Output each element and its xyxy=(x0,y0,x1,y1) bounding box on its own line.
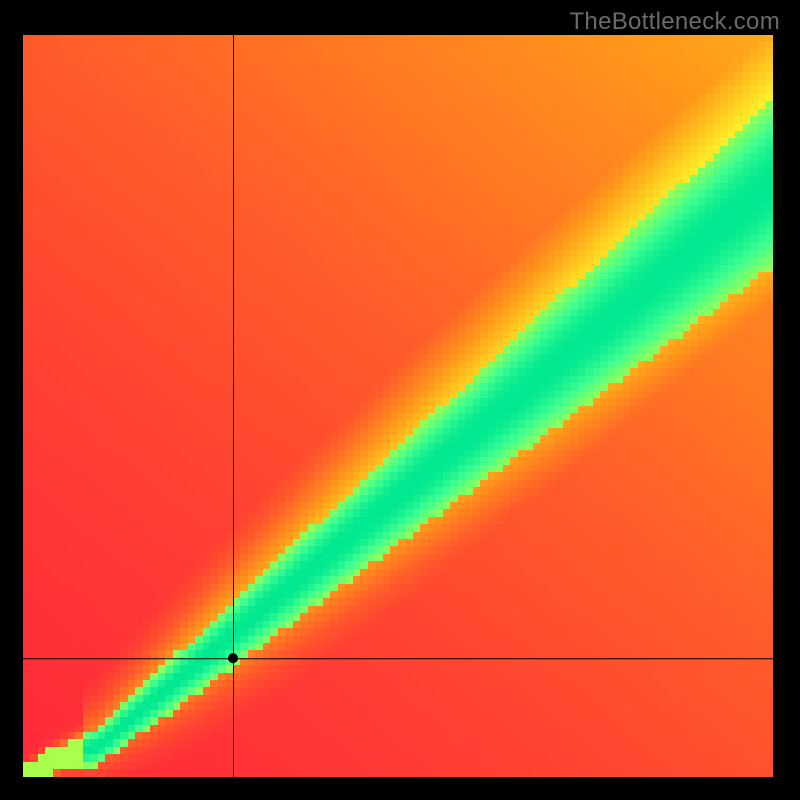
heatmap-canvas xyxy=(23,35,773,777)
plot-area xyxy=(23,35,773,777)
chart-container: TheBottleneck.com xyxy=(0,0,800,800)
watermark-text: TheBottleneck.com xyxy=(569,8,780,36)
